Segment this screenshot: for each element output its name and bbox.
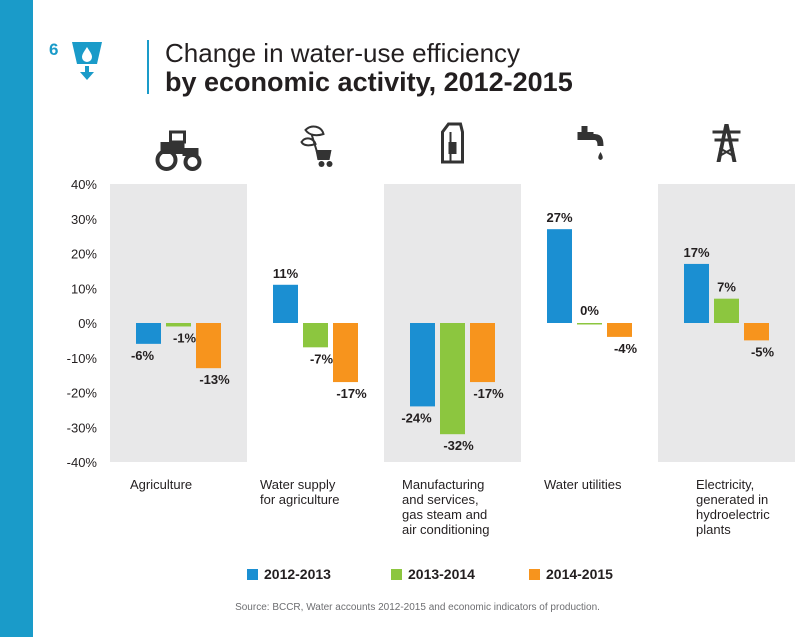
data-label: -1% bbox=[173, 330, 197, 345]
bar-2013-2014-4 bbox=[714, 298, 739, 323]
x-category-label: Water utilities bbox=[544, 477, 622, 492]
accent-side-bar bbox=[0, 0, 33, 637]
bar-2013-2014-1 bbox=[303, 323, 328, 348]
bar-2013-2014-3 bbox=[577, 323, 602, 325]
bar-2013-2014-0 bbox=[166, 323, 191, 327]
bar-2014-2015-1 bbox=[333, 323, 358, 383]
x-category-label: Manufacturing and services, gas steam an… bbox=[402, 477, 490, 537]
data-label: 11% bbox=[273, 266, 299, 281]
y-tick-label: -10% bbox=[67, 351, 98, 366]
power-tower-icon bbox=[712, 124, 741, 162]
chart-title-line2: by economic activity, 2012-2015 bbox=[165, 67, 573, 97]
legend-swatch bbox=[391, 568, 402, 580]
y-tick-label: 40% bbox=[71, 177, 97, 192]
legend-swatch bbox=[529, 568, 540, 580]
legend-item-2012-2013: 2012-2013 bbox=[247, 566, 331, 582]
title-divider bbox=[147, 40, 149, 94]
data-label: -6% bbox=[131, 348, 155, 363]
y-tick-label: -30% bbox=[67, 420, 98, 435]
bar-2014-2015-2 bbox=[470, 323, 495, 383]
water-drop-goal-icon bbox=[72, 42, 102, 80]
data-label: -24% bbox=[401, 410, 432, 425]
legend-label: 2013-2014 bbox=[408, 566, 475, 582]
tractor-icon bbox=[155, 130, 202, 171]
data-label: -17% bbox=[336, 386, 367, 401]
data-label: 0% bbox=[580, 303, 599, 318]
goal-number: 6 bbox=[49, 40, 59, 59]
bar-2012-2013-3 bbox=[547, 229, 572, 323]
y-tick-label: -40% bbox=[67, 455, 98, 470]
bar-2012-2013-0 bbox=[136, 323, 161, 344]
y-tick-label: 20% bbox=[71, 247, 97, 262]
legend-item-2013-2014: 2013-2014 bbox=[391, 566, 475, 582]
bar-chart: 40% 30% 20% 10% 0% -10% -20% -30% -40% -6% 11% -24%… bbox=[67, 122, 795, 470]
x-category-label: Electricity, generated in hydroelectric … bbox=[696, 477, 770, 537]
bar-2012-2013-2 bbox=[410, 323, 435, 407]
legend-swatch bbox=[247, 568, 258, 580]
bar-2014-2015-3 bbox=[607, 323, 632, 337]
data-label: -7% bbox=[310, 351, 334, 366]
data-label: 7% bbox=[717, 280, 736, 295]
data-label: -17% bbox=[473, 386, 504, 401]
data-label: 17% bbox=[683, 245, 709, 260]
plant-cart-icon bbox=[300, 125, 333, 167]
legend-label: 2014-2015 bbox=[546, 566, 613, 582]
y-tick-label: -20% bbox=[67, 386, 98, 401]
bar-2012-2013-1 bbox=[273, 284, 298, 323]
milk-carton-icon bbox=[441, 122, 464, 164]
bar-2014-2015-4 bbox=[744, 323, 769, 341]
y-tick-label: 10% bbox=[71, 281, 97, 296]
data-label: -13% bbox=[199, 372, 230, 387]
legend-label: 2012-2013 bbox=[264, 566, 331, 582]
x-category-label: Water supply for agriculture bbox=[260, 477, 340, 507]
data-label: -32% bbox=[443, 438, 474, 453]
legend-item-2014-2015: 2014-2015 bbox=[529, 566, 613, 582]
data-label: 27% bbox=[546, 210, 572, 225]
source-note: Source: BCCR, Water accounts 2012-2015 a… bbox=[235, 602, 600, 613]
y-tick-label: 30% bbox=[71, 212, 97, 227]
bar-2013-2014-2 bbox=[440, 323, 465, 435]
data-label: -4% bbox=[614, 341, 638, 356]
bar-2012-2013-4 bbox=[684, 263, 709, 323]
data-label: -5% bbox=[751, 344, 775, 359]
chart-title-line1: Change in water-use efficiency bbox=[165, 38, 521, 68]
water-tap-icon bbox=[577, 126, 604, 160]
x-category-label: Agriculture bbox=[130, 477, 193, 492]
bar-2014-2015-0 bbox=[196, 323, 221, 369]
y-tick-label: 0% bbox=[78, 316, 97, 331]
